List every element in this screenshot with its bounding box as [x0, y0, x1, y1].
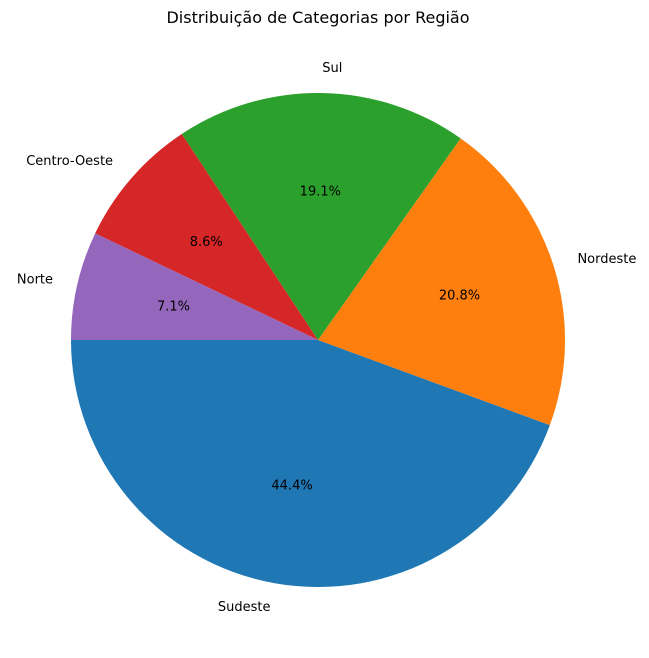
slice-percent-label: 20.8%	[439, 288, 480, 303]
pie-labels: Sudeste 44.4% Nordeste 20.8% Sul 19.1% Centro-…	[17, 61, 636, 615]
pie-slices	[71, 92, 566, 588]
pie-slice-sul	[181, 92, 461, 340]
slice-percent-label: 7.1%	[157, 300, 190, 315]
slice-label: Centro-Oeste	[26, 154, 113, 169]
slice-label: Norte	[17, 272, 53, 287]
slice-percent-label: 19.1%	[300, 184, 341, 199]
slice-percent-label: 44.4%	[271, 478, 312, 493]
pie-slice-centro-oeste	[95, 133, 318, 340]
chart-title: Distribuição de Categorias por Região	[166, 8, 469, 27]
slice-percent-label: 8.6%	[190, 235, 223, 250]
slice-label: Nordeste	[577, 252, 636, 267]
slice-label: Sudeste	[218, 600, 271, 615]
pie-slice-norte	[71, 233, 318, 340]
pie-slice-sudeste	[71, 340, 550, 588]
slice-label: Sul	[322, 61, 342, 76]
pie-slice-nordeste	[318, 138, 566, 426]
